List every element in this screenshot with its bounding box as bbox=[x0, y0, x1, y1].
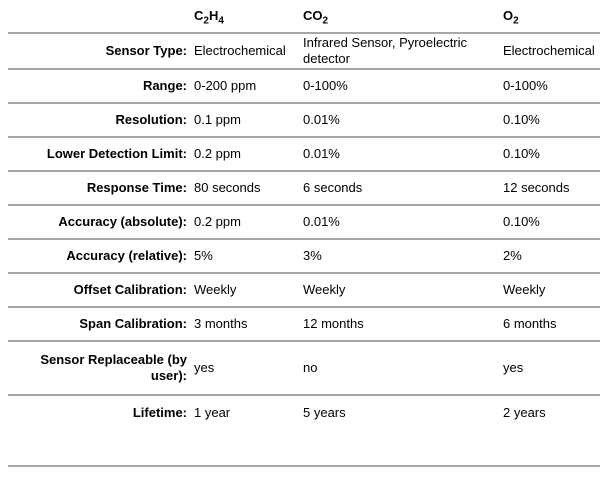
cell-lifetime-o2: 2 years bbox=[503, 404, 546, 420]
formula-subscript: 2 bbox=[322, 15, 329, 27]
cell-accuracy-relative-co2: 3% bbox=[303, 248, 322, 263]
formula-text: C bbox=[194, 8, 204, 23]
cell-sensor-type-co2: Infrared Sensor, Pyroelectric detector bbox=[303, 35, 468, 66]
cell-lifetime-co2: 5 years bbox=[303, 404, 346, 420]
cell-offset-calibration-co2: Weekly bbox=[303, 282, 346, 297]
cell-sensor-type-o2: Electrochemical bbox=[503, 43, 595, 58]
cell-sensor-replaceable-by-user-c2h4: yes bbox=[194, 360, 215, 375]
row-label-lifetime: Lifetime: bbox=[132, 404, 187, 420]
cell-span-calibration-o2: 6 months bbox=[503, 316, 557, 331]
cell-range-co2: 0-100% bbox=[303, 78, 348, 93]
spec-row-span-calibration: Span Calibration: 3 months 12 months 6 mont… bbox=[8, 307, 600, 341]
cell-span-calibration-c2h4: 3 months bbox=[194, 316, 248, 331]
row-label-resolution: Resolution: bbox=[115, 112, 188, 127]
row-label-accuracy-relative: Accuracy (relative): bbox=[66, 248, 187, 263]
row-label-span-calibration: Span Calibration: bbox=[79, 316, 187, 331]
spec-row-offset-calibration: Offset Calibration: Weekly Weekly Weekly bbox=[8, 273, 600, 307]
spec-row-accuracy-relative: Accuracy (relative): 5% 3% 2% bbox=[8, 239, 600, 273]
cell-accuracy-absolute-co2: 0.01% bbox=[303, 214, 340, 229]
row-label-offset-calibration: Offset Calibration: bbox=[73, 282, 187, 297]
cell-response-time-o2: 12 seconds bbox=[503, 180, 570, 195]
row-label-sensor-type: Sensor Type: bbox=[105, 43, 187, 58]
spec-row-sensor-replaceable-by-user: Sensor Replaceable (by user): yes no yes bbox=[8, 341, 600, 395]
cell-response-time-co2: 6 seconds bbox=[303, 180, 363, 195]
cell-sensor-type-c2h4: Electrochemical bbox=[194, 43, 286, 58]
spec-row-sensor-type: Sensor Type: Electrochemical Infrared Sens… bbox=[8, 33, 600, 69]
formula-text: CO bbox=[303, 8, 323, 23]
header-row: C2H4 CO2 O2 bbox=[8, 0, 600, 33]
formula-subscript: 2 bbox=[203, 15, 209, 27]
cell-accuracy-relative-c2h4: 5% bbox=[194, 248, 213, 263]
cell-lower-detection-limit-o2: 0.10% bbox=[503, 146, 540, 161]
header-empty-cell bbox=[8, 0, 193, 33]
table-bottom-spacer-row bbox=[8, 429, 600, 466]
row-label-sensor-replaceable-by-user: Sensor Replaceable (by user): bbox=[40, 352, 187, 383]
column-header-co2: CO2 bbox=[302, 0, 502, 33]
row-label-lower-detection-limit: Lower Detection Limit: bbox=[46, 146, 187, 161]
formula-text: H bbox=[208, 8, 219, 23]
cell-lower-detection-limit-c2h4: 0.2 ppm bbox=[194, 146, 241, 161]
spec-row-lower-detection-limit: Lower Detection Limit: 0.2 ppm 0.01% 0.10% bbox=[8, 137, 600, 171]
cell-accuracy-absolute-o2: 0.10% bbox=[503, 214, 540, 229]
cell-offset-calibration-c2h4: Weekly bbox=[194, 282, 237, 297]
cell-sensor-replaceable-by-user-co2: no bbox=[303, 360, 318, 375]
column-header-o2: O2 bbox=[502, 0, 600, 33]
formula-subscript: 2 bbox=[513, 15, 519, 27]
cell-lifetime-c2h4: 1 year bbox=[194, 404, 231, 420]
column-header-c2h4: C2H4 bbox=[193, 0, 302, 33]
cell-span-calibration-co2: 12 months bbox=[303, 316, 364, 331]
sensor-comparison-table: C2H4 CO2 O2 Sensor Type: Electrochemical I… bbox=[8, 0, 600, 467]
cell-resolution-o2: 0.10% bbox=[503, 112, 540, 127]
cell-offset-calibration-o2: Weekly bbox=[503, 282, 546, 297]
cell-accuracy-absolute-c2h4: 0.2 ppm bbox=[194, 214, 241, 229]
spec-row-resolution: Resolution: 0.1 ppm 0.01% 0.10% bbox=[8, 103, 600, 137]
formula-subscript: 4 bbox=[218, 15, 224, 27]
cell-accuracy-relative-o2: 2% bbox=[503, 248, 522, 263]
row-label-response-time: Response Time: bbox=[86, 180, 187, 195]
row-label-accuracy-absolute: Accuracy (absolute): bbox=[58, 214, 187, 229]
cell-lower-detection-limit-co2: 0.01% bbox=[303, 146, 340, 161]
spec-row-lifetime: Lifetime: 1 year 5 years 2 years bbox=[8, 395, 600, 429]
row-label-range: Range: bbox=[142, 78, 187, 93]
spacer-cell bbox=[8, 429, 600, 466]
formula-text: O bbox=[503, 8, 514, 23]
spec-row-accuracy-absolute: Accuracy (absolute): 0.2 ppm 0.01% 0.10% bbox=[8, 205, 600, 239]
cell-sensor-replaceable-by-user-o2: yes bbox=[503, 360, 524, 375]
cell-range-c2h4: 0-200 ppm bbox=[194, 78, 257, 93]
cell-range-o2: 0-100% bbox=[503, 78, 548, 93]
cell-response-time-c2h4: 80 seconds bbox=[194, 180, 261, 195]
spec-row-range: Range: 0-200 ppm 0-100% 0-100% bbox=[8, 69, 600, 103]
cell-resolution-co2: 0.01% bbox=[303, 112, 340, 127]
cell-resolution-c2h4: 0.1 ppm bbox=[194, 112, 241, 127]
spec-row-response-time: Response Time: 80 seconds 6 seconds 12 seco… bbox=[8, 171, 600, 205]
